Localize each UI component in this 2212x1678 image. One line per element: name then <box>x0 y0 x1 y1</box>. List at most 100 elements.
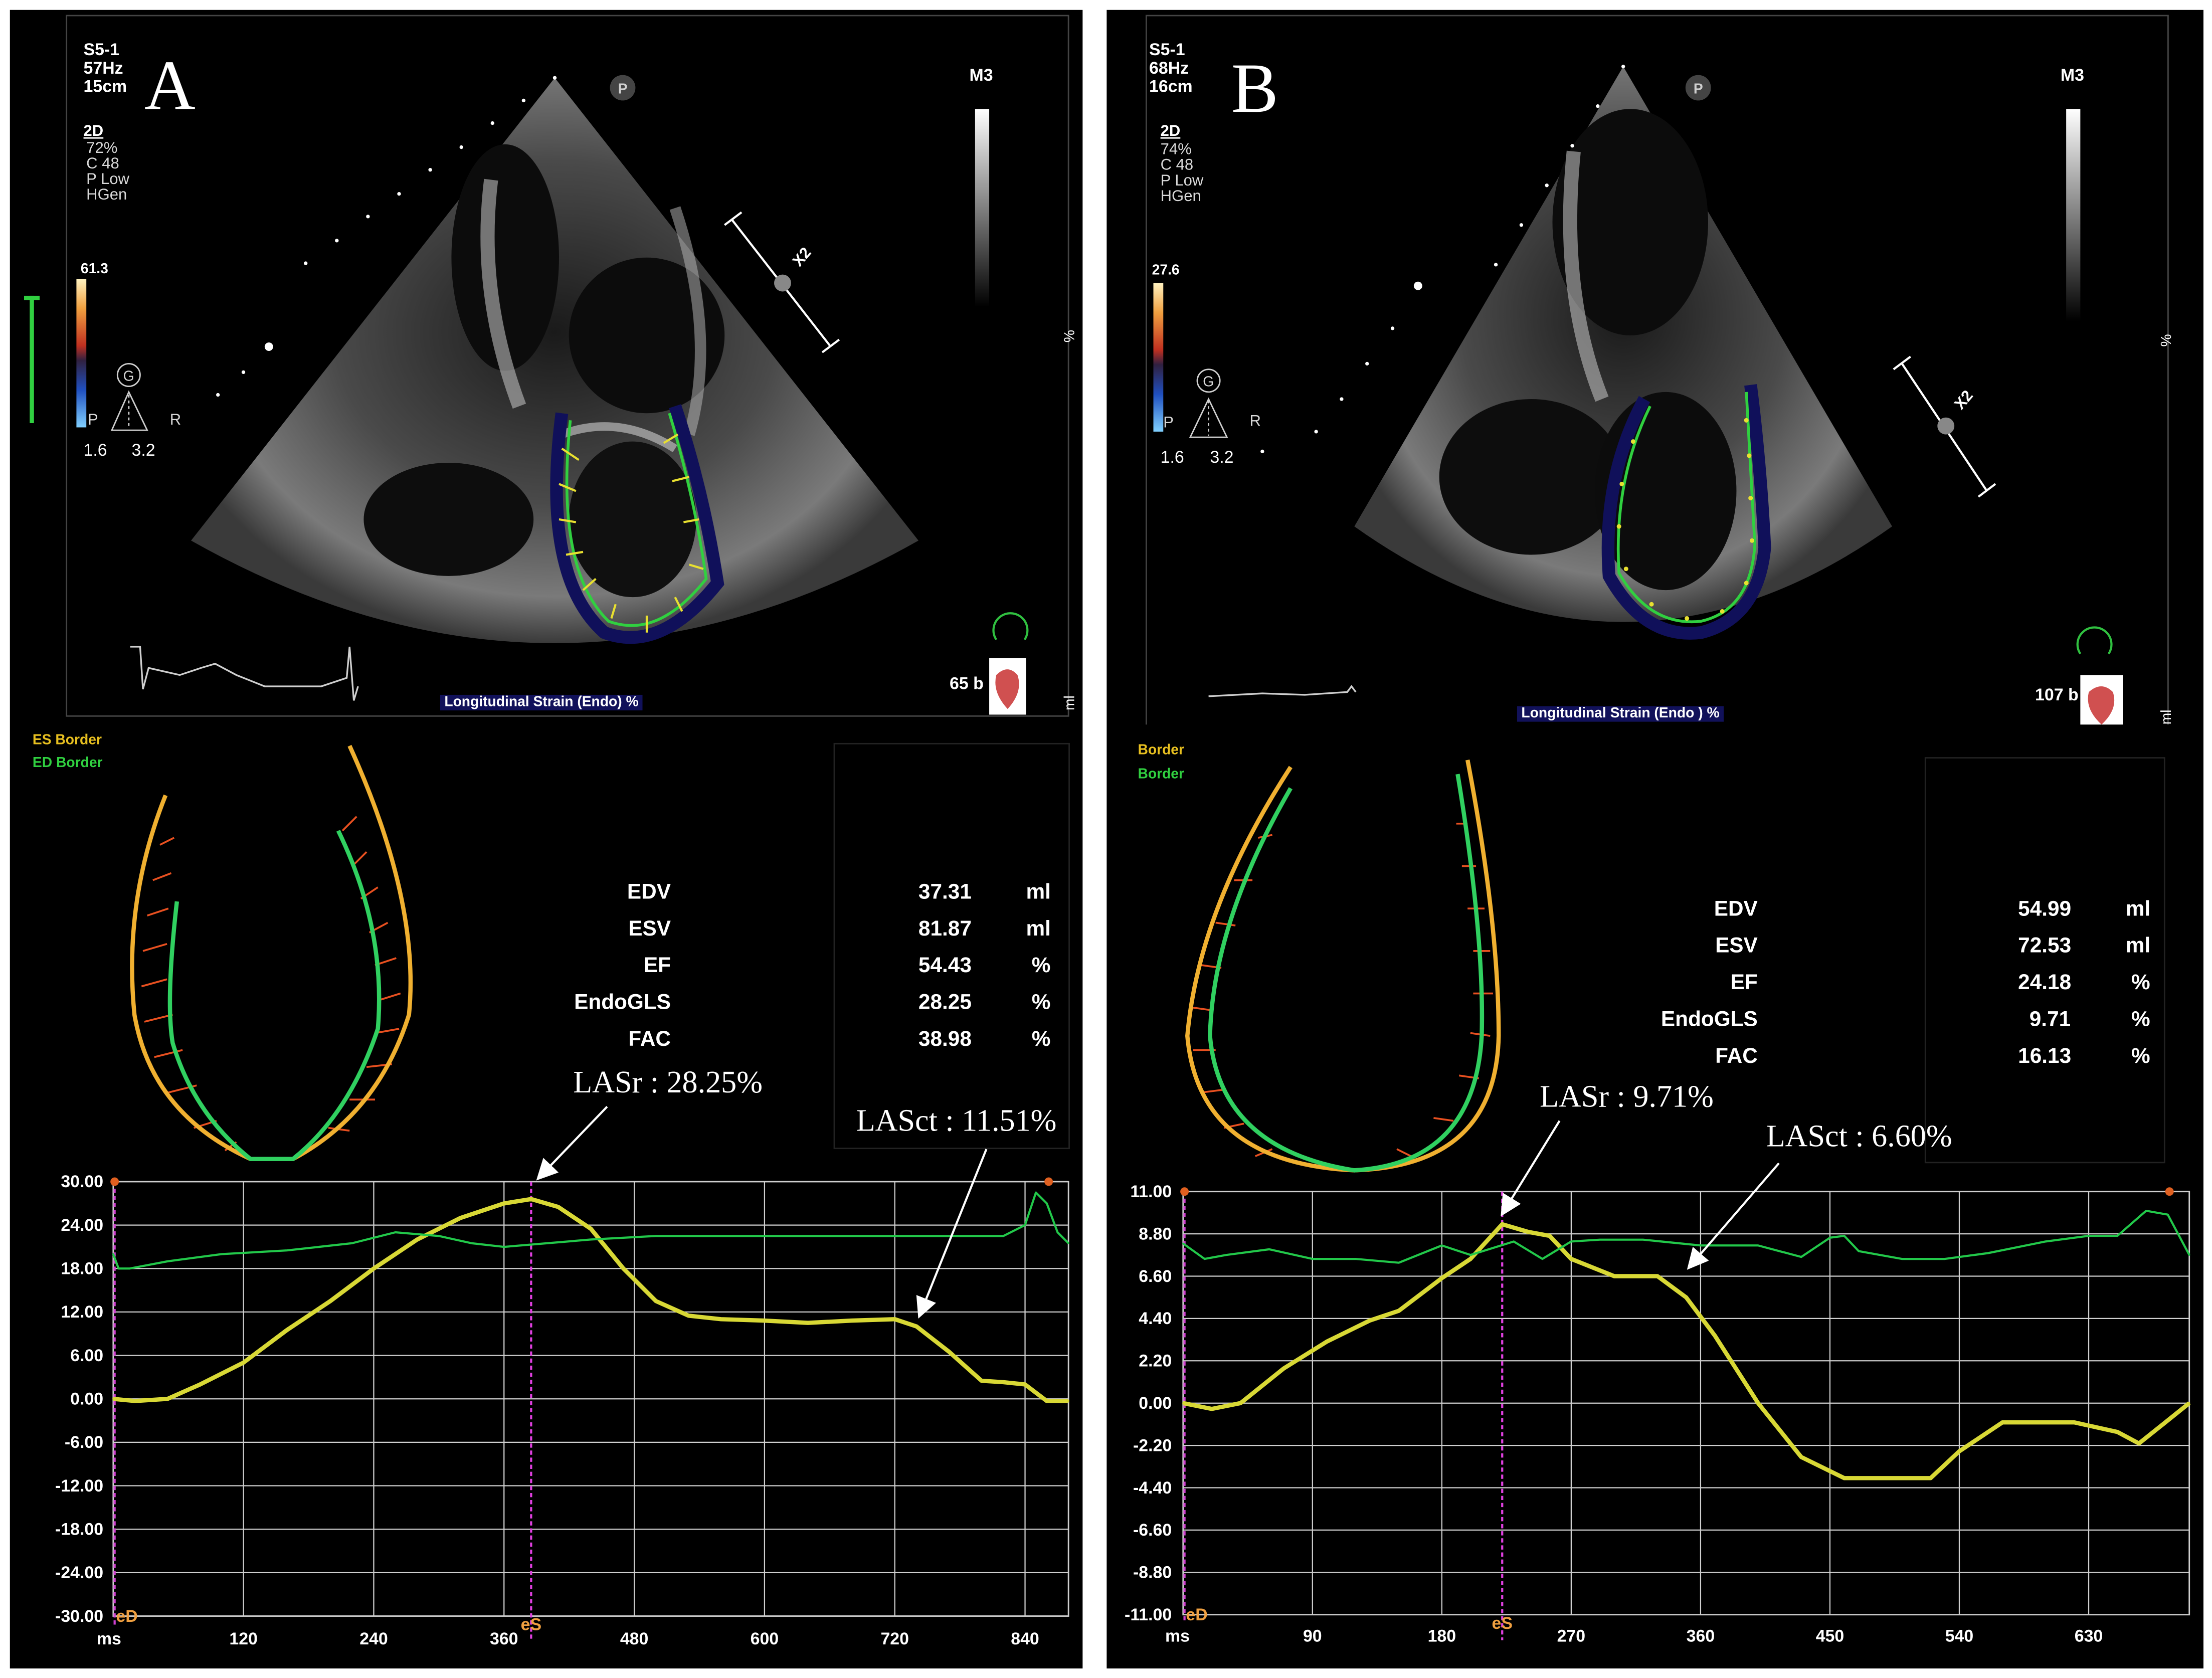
strain-curve-point <box>460 1217 462 1219</box>
reference-curve-point <box>590 1238 592 1241</box>
strain-curve-point <box>1843 1477 1846 1479</box>
strain-curve-point <box>1501 1223 1503 1225</box>
strain-curve-point <box>1369 1320 1371 1322</box>
reference-curve-point <box>1268 1248 1270 1250</box>
strain-curve-point <box>1239 1402 1242 1404</box>
strain-curve-point <box>1211 1408 1213 1410</box>
reference-curve-point <box>166 1260 168 1262</box>
strain-curve-point <box>1182 1402 1184 1404</box>
probe-type: S5-1 <box>83 40 120 60</box>
strain-curve-point <box>1441 1277 1443 1279</box>
setting-frequency: HGen <box>86 187 127 204</box>
strain-curve-point <box>199 1383 201 1386</box>
reference-curve-point <box>1056 1231 1059 1233</box>
ecg-trace-a <box>130 646 359 701</box>
strain-curve-point <box>503 1202 505 1205</box>
strain-curve-point <box>1067 1400 1069 1402</box>
reference-curve-point <box>850 1235 852 1237</box>
measurement-box-a <box>833 742 1070 1150</box>
x-tick-label: 360 <box>1687 1626 1715 1645</box>
y-tick-label: 4.40 <box>1139 1309 1172 1328</box>
reference-curve-point <box>1800 1256 1802 1258</box>
end-marker-dot <box>2165 1187 2174 1196</box>
reference-curve-point <box>1355 1258 1357 1260</box>
panel-letter-b: B <box>1231 48 1278 128</box>
strain-label-b: Longitudinal Strain (Endo ) % <box>1517 706 1724 722</box>
reference-curve-point <box>1829 1237 1831 1239</box>
reference-curve-point <box>720 1235 722 1237</box>
y-tick-label: -12.00 <box>55 1476 103 1496</box>
reference-curve-point <box>394 1231 397 1233</box>
depth: 15cm <box>83 76 127 96</box>
ed-marker-label: eD <box>1186 1605 1207 1624</box>
y-tick-label: 6.00 <box>70 1346 103 1365</box>
reference-curve-point <box>2188 1254 2190 1256</box>
setting-compression-b: C 48 <box>1160 157 1194 174</box>
la-trace-outer-b <box>1601 384 1771 640</box>
strain-curve-point <box>2001 1421 2003 1423</box>
reference-curve-point <box>1570 1240 1572 1243</box>
setting-frequency-b: HGen <box>1160 188 1201 206</box>
strain-curve-point <box>1930 1477 1932 1479</box>
y-tick-label: -11.00 <box>1125 1605 1172 1624</box>
reference-curve-point <box>286 1249 288 1251</box>
heart-rate-b: 107 b <box>2035 685 2079 705</box>
heart-rate-a: 65 b <box>950 673 984 694</box>
probe-marker-icon-b <box>1685 75 1711 101</box>
measurement-box-b <box>1924 757 2165 1164</box>
strain-curve-point <box>2045 1421 2047 1423</box>
y-tick-label: 18.00 <box>61 1259 103 1278</box>
x-tick-label: 180 <box>1428 1626 1456 1645</box>
lasct-annotation-a: LASct : 11.51% <box>856 1102 1057 1138</box>
panel-b: P X2 S5-1 68Hz 16cm B 2D <box>1107 10 2203 1668</box>
imaging-mode-b: 2D <box>1160 123 1181 140</box>
x-tick-label: 240 <box>359 1629 388 1648</box>
strain-curve-point <box>1002 1381 1004 1383</box>
strain-curve-point <box>530 1198 532 1200</box>
ed-border-label-b: Border <box>1138 767 1185 783</box>
m3-label-a: M3 <box>969 65 993 85</box>
strain-curve-line <box>1182 1222 2191 1480</box>
echo-image-b: P X2 <box>1145 15 2169 725</box>
reference-curve-point <box>2145 1210 2147 1212</box>
g-icon-a <box>110 363 148 431</box>
strain-curve-point <box>1886 1477 1889 1479</box>
zoom-icon-b <box>2076 626 2113 655</box>
strain-curve-point <box>166 1398 168 1400</box>
strain-curve-point <box>850 1320 852 1322</box>
strain-chart-a: 30.00 24.00 18.00 12.00 6.00 0.00 -6.00 -12.00 -… <box>55 1172 1069 1648</box>
reference-curve-point <box>894 1235 896 1237</box>
y-tick-label: 8.80 <box>1139 1224 1172 1243</box>
x-tick-label: 540 <box>1945 1626 1974 1645</box>
strain-curve-point <box>1326 1341 1328 1343</box>
setting-power: P Low <box>86 171 129 189</box>
scale-low-b: 1.6 <box>1160 447 1184 467</box>
ecg-trace-b <box>1208 685 1357 697</box>
strain-curve-point <box>915 1326 917 1328</box>
annotation-arrows-b <box>1501 1120 1780 1270</box>
strain-curve-point <box>687 1315 689 1317</box>
strain-curve-point <box>1570 1258 1572 1260</box>
probe-marker-letter: P <box>618 80 628 96</box>
strain-curve-point <box>1024 1383 1026 1386</box>
strain-curve-point <box>2116 1431 2119 1433</box>
lasr-annotation-a: LASr : 28.25% <box>573 1064 763 1100</box>
es-border-label-b: Border <box>1138 742 1185 759</box>
color-max-a: 61.3 <box>80 262 108 278</box>
color-max-b: 27.6 <box>1152 263 1180 279</box>
strain-curve-point <box>622 1267 625 1269</box>
x-unit-label: ms <box>1165 1626 1190 1645</box>
reference-curve-point <box>1002 1235 1004 1237</box>
x-tick-label: 600 <box>751 1629 779 1648</box>
zoom-icon-a <box>992 612 1029 641</box>
reference-curve-point <box>503 1246 505 1248</box>
strain-curve-point <box>1958 1450 1960 1452</box>
strain-curve-point <box>1527 1231 1529 1233</box>
reference-curve-point <box>1182 1242 1184 1244</box>
x-tick-label: 120 <box>229 1629 258 1648</box>
map-letter-p-a: P <box>88 412 98 429</box>
setting-compression: C 48 <box>86 155 119 173</box>
strain-curve-point <box>2188 1402 2190 1404</box>
probe-marker-icon <box>610 75 636 101</box>
